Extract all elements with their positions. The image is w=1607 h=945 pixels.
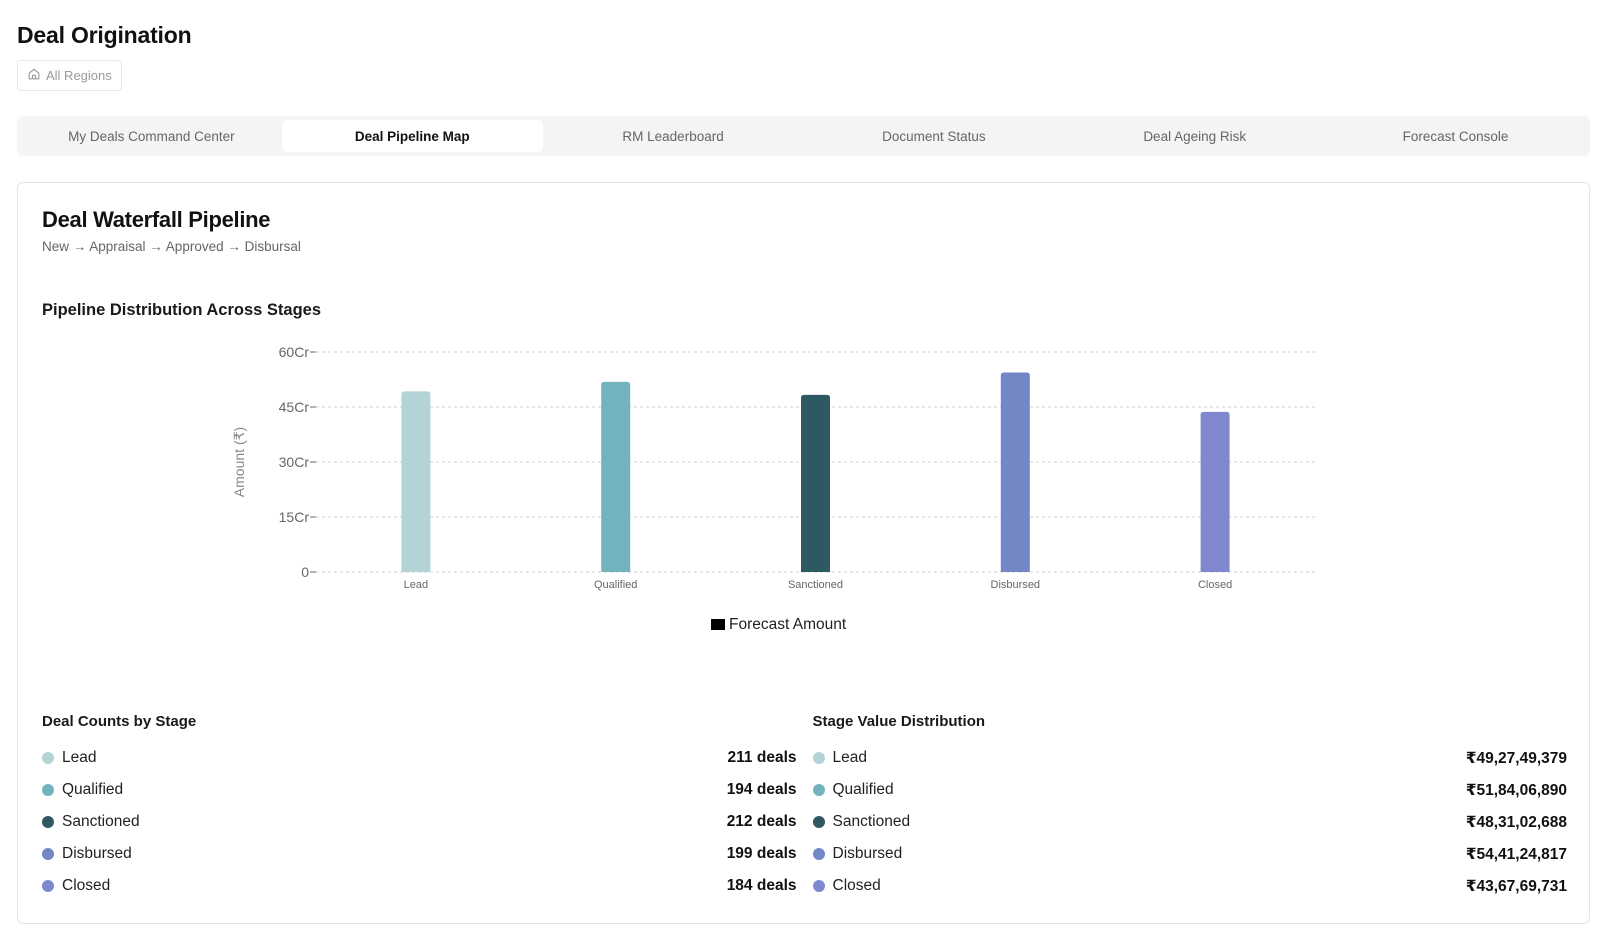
y-tick-label: 60Cr — [279, 344, 310, 360]
pipeline-card: Deal Waterfall Pipeline New → Appraisal … — [17, 182, 1590, 924]
stage-value-row: Disbursed ₹54,41,24,817 — [812, 838, 1567, 870]
deal-count-label: Lead — [62, 749, 97, 766]
tab-bar: My Deals Command Center Deal Pipeline Ma… — [17, 116, 1590, 156]
y-tick-label: 30Cr — [279, 454, 310, 470]
deal-count-row: Sanctioned 212 deals — [42, 806, 797, 838]
x-tick-label: Closed — [1198, 579, 1232, 591]
tab-forecast-console[interactable]: Forecast Console — [1402, 128, 1509, 144]
stage-value-value: ₹48,31,02,688 — [1465, 813, 1567, 831]
stage-value-value: ₹43,67,69,731 — [1465, 877, 1567, 895]
stage-value-row: Sanctioned ₹48,31,02,688 — [812, 806, 1567, 838]
deal-count-value: 212 deals — [726, 813, 797, 830]
stage-value-dot — [812, 752, 825, 764]
chart-title: Pipeline Distribution Across Stages — [42, 301, 322, 319]
bar-closed — [1200, 411, 1230, 572]
page-title: Deal Origination — [17, 22, 192, 48]
bar-disbursed — [1000, 372, 1030, 572]
stage-values-list: Stage Value Distribution Lead ₹49,27,49,3… — [812, 713, 1567, 902]
stage-value-value: ₹54,41,24,817 — [1465, 845, 1567, 863]
stage-value-value: ₹49,27,49,379 — [1465, 749, 1567, 767]
deal-count-row: Lead 211 deals — [42, 742, 797, 774]
pipeline-bar-chart: 0 15Cr 30Cr 45Cr 60Cr Amount (₹) Lead Qualified… — [231, 344, 1315, 633]
stage-value-label: Closed — [832, 877, 881, 894]
stage-value-label: Qualified — [832, 781, 894, 798]
deal-count-value: 184 deals — [726, 877, 797, 894]
stage-value-dot — [812, 784, 825, 796]
stage-values-title: Stage Value Distribution — [812, 713, 986, 730]
region-filter-label: All Regions — [46, 68, 112, 83]
deal-count-label: Sanctioned — [62, 813, 140, 830]
y-tick-label: 15Cr — [279, 509, 310, 525]
tab-deal-pipeline-map[interactable]: Deal Pipeline Map — [281, 120, 543, 152]
x-tick-label: Disbursed — [991, 579, 1041, 591]
card-subtitle: New → Appraisal → Approved → Disbursal — [42, 239, 301, 254]
stage-value-row: Lead ₹49,27,49,379 — [812, 742, 1567, 774]
deal-count-value: 194 deals — [726, 781, 797, 798]
stage-value-label: Lead — [832, 749, 867, 766]
stage-value-dot — [812, 816, 825, 828]
deal-counts-title: Deal Counts by Stage — [42, 713, 197, 730]
deal-count-row: Qualified 194 deals — [42, 774, 797, 806]
deal-count-label: Qualified — [62, 781, 124, 798]
stage-value-row: Qualified ₹51,84,06,890 — [812, 774, 1567, 806]
tab-deal-ageing-risk[interactable]: Deal Ageing Risk — [1143, 128, 1247, 144]
legend-label: Forecast Amount — [729, 616, 847, 633]
stage-value-value: ₹51,84,06,890 — [1465, 781, 1567, 799]
region-filter-button[interactable]: All Regions — [17, 60, 122, 91]
x-tick-label: Qualified — [594, 579, 637, 591]
bar-sanctioned — [801, 394, 830, 572]
tab-my-deals-command-center[interactable]: My Deals Command Center — [68, 128, 235, 144]
deal-counts-list: Deal Counts by Stage Lead 211 deals Qualif… — [42, 713, 797, 902]
stage-value-dot — [812, 848, 825, 860]
y-tick-label: 45Cr — [279, 399, 310, 415]
x-tick-label: Lead — [404, 579, 428, 591]
legend-swatch — [711, 619, 725, 630]
stage-value-label: Sanctioned — [832, 813, 911, 830]
deal-count-dot — [42, 784, 54, 796]
deal-count-dot — [42, 880, 54, 892]
stage-value-label: Disbursed — [832, 845, 903, 862]
card-title: Deal Waterfall Pipeline — [42, 207, 271, 232]
deal-count-value: 211 deals — [727, 749, 797, 766]
home-icon — [27, 67, 41, 84]
deal-count-row: Disbursed 199 deals — [42, 838, 797, 870]
stage-value-dot — [812, 880, 825, 892]
deal-count-dot — [42, 816, 54, 828]
deal-count-label: Disbursed — [62, 845, 132, 862]
deal-count-dot — [42, 752, 54, 764]
y-tick-label: 0 — [301, 564, 309, 580]
tab-document-status[interactable]: Document Status — [882, 128, 986, 144]
deal-count-value: 199 deals — [726, 845, 797, 862]
tab-rm-leaderboard[interactable]: RM Leaderboard — [622, 128, 724, 144]
deal-count-dot — [42, 848, 54, 860]
y-axis-label: Amount (₹) — [231, 427, 247, 497]
deal-count-row: Closed 184 deals — [42, 870, 797, 902]
stage-value-row: Closed ₹43,67,69,731 — [812, 870, 1567, 902]
deal-count-label: Closed — [62, 877, 111, 894]
x-tick-label: Sanctioned — [788, 579, 843, 591]
bar-lead — [401, 391, 431, 572]
bar-qualified — [601, 381, 631, 572]
